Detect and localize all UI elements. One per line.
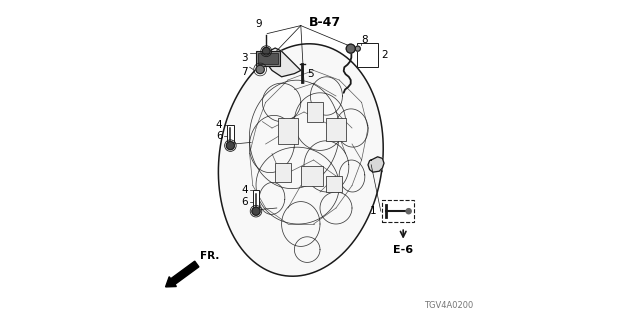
- Bar: [357, 43, 378, 67]
- Circle shape: [227, 141, 234, 150]
- Text: 6: 6: [216, 131, 223, 141]
- Text: 8: 8: [361, 35, 367, 45]
- Bar: [307, 102, 323, 122]
- Text: 9: 9: [256, 20, 262, 29]
- Circle shape: [256, 65, 264, 74]
- Polygon shape: [262, 48, 301, 77]
- Bar: [326, 176, 342, 192]
- Text: 3: 3: [241, 53, 248, 63]
- Text: 2: 2: [381, 50, 387, 60]
- Bar: [383, 200, 415, 222]
- Text: E-6: E-6: [393, 245, 413, 255]
- Circle shape: [262, 47, 270, 55]
- Text: 4: 4: [216, 120, 223, 130]
- Text: 7: 7: [241, 67, 248, 77]
- Bar: [278, 118, 298, 144]
- Circle shape: [355, 46, 360, 51]
- Text: FR.: FR.: [200, 252, 220, 261]
- FancyArrow shape: [166, 261, 199, 287]
- Text: 6: 6: [241, 196, 248, 207]
- Bar: [253, 190, 259, 208]
- Text: TGV4A0200: TGV4A0200: [424, 301, 474, 310]
- Text: 5: 5: [307, 68, 314, 79]
- Polygon shape: [368, 157, 384, 172]
- Bar: [301, 166, 323, 186]
- Circle shape: [252, 207, 260, 215]
- Bar: [275, 163, 291, 182]
- Bar: [258, 53, 278, 64]
- Polygon shape: [218, 44, 383, 276]
- Bar: [227, 125, 234, 142]
- Text: 4: 4: [241, 185, 248, 196]
- Circle shape: [346, 44, 355, 53]
- Text: B-47: B-47: [309, 16, 341, 29]
- Text: 1: 1: [370, 206, 376, 216]
- Circle shape: [406, 209, 412, 214]
- Bar: [326, 118, 346, 141]
- Bar: [256, 51, 280, 66]
